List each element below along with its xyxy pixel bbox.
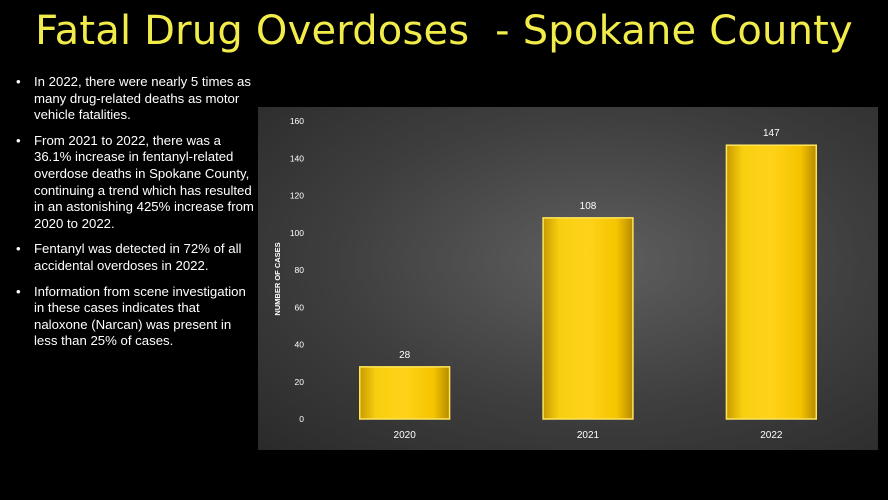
y-tick-label: 100 bbox=[290, 228, 304, 238]
y-tick-label: 60 bbox=[295, 302, 305, 312]
bars: 28 108 147 bbox=[359, 128, 817, 420]
bullet-dot: • bbox=[16, 74, 21, 89]
y-tick-label: 40 bbox=[295, 340, 305, 350]
y-axis-label: NUMBER OF CASES bbox=[273, 242, 282, 315]
bullet-text: Fentanyl was detected in 72% of all acci… bbox=[34, 241, 242, 273]
bullet-list: • In 2022, there were nearly 5 times as … bbox=[14, 74, 256, 359]
data-label: 28 bbox=[399, 350, 411, 361]
x-tick-label: 2021 bbox=[577, 430, 600, 441]
bullet-text: Information from scene investigation in … bbox=[34, 283, 246, 349]
bar-chart-svg: 0 20 40 60 80 100 120 140 160 2020 2021 2022 28 108… bbox=[273, 116, 817, 441]
bullet-item: • Fentanyl was detected in 72% of all ac… bbox=[14, 241, 256, 274]
bullet-text: From 2021 to 2022, there was a 36.1% inc… bbox=[34, 132, 254, 231]
bar-2022 bbox=[725, 144, 817, 420]
bullet-item: • Information from scene investigation i… bbox=[14, 284, 256, 350]
bullet-dot: • bbox=[16, 132, 21, 148]
bar-chart: 0 20 40 60 80 100 120 140 160 2020 2021 2022 28 108… bbox=[258, 107, 878, 450]
y-tick-label: 20 bbox=[295, 377, 305, 387]
y-tick-label: 0 bbox=[299, 414, 304, 424]
y-tick-label: 140 bbox=[290, 153, 304, 163]
bullet-text: In 2022, there were nearly 5 times as ma… bbox=[34, 74, 251, 123]
bullet-dot: • bbox=[16, 241, 21, 257]
x-tick-label: 2022 bbox=[760, 430, 783, 441]
bullet-dot: • bbox=[16, 283, 21, 299]
y-tick-label: 160 bbox=[290, 116, 304, 126]
bullet-item: • From 2021 to 2022, there was a 36.1% i… bbox=[14, 133, 256, 233]
data-label: 108 bbox=[580, 201, 597, 212]
slide-title: Fatal Drug Overdoses - Spokane County bbox=[35, 8, 853, 54]
data-label: 147 bbox=[763, 128, 780, 139]
x-axis: 2020 2021 2022 bbox=[394, 430, 783, 441]
bullet-item: • In 2022, there were nearly 5 times as … bbox=[14, 74, 256, 124]
bar-2020 bbox=[359, 366, 451, 420]
y-axis: 0 20 40 60 80 100 120 140 160 bbox=[290, 116, 304, 424]
bar-2021 bbox=[542, 217, 634, 420]
y-tick-label: 120 bbox=[290, 191, 304, 201]
y-tick-label: 80 bbox=[295, 265, 305, 275]
x-tick-label: 2020 bbox=[394, 430, 417, 441]
